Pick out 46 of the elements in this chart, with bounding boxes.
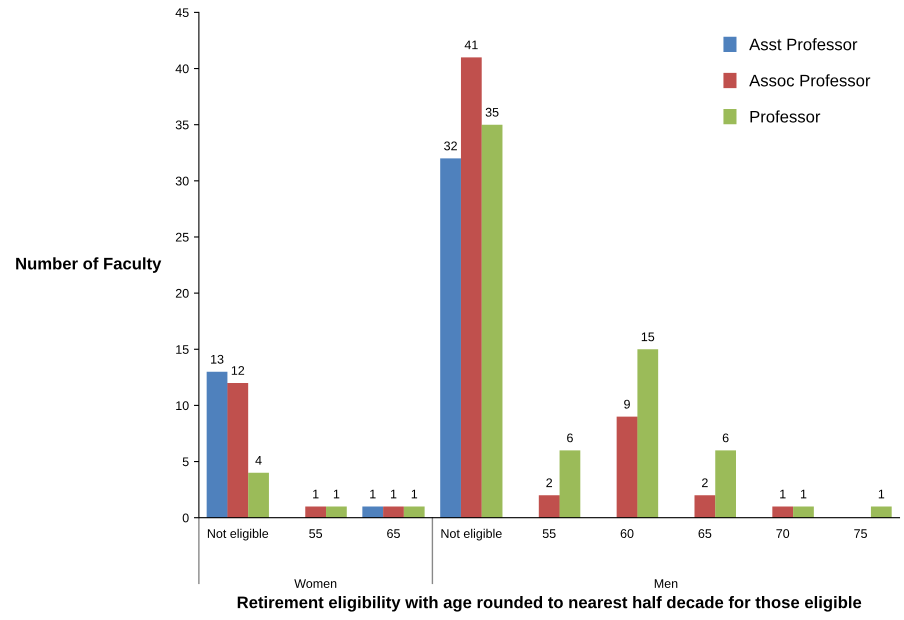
data-label: 12 (232, 366, 244, 375)
data-label: 1 (313, 490, 319, 498)
x-tick-label: 75 (854, 529, 867, 538)
data-label: 1 (334, 490, 340, 498)
x-tick-label: 65 (698, 529, 712, 538)
x-tick-label: Not eligible (208, 528, 268, 540)
y-tick-label: 30 (176, 176, 189, 186)
data-label: 6 (567, 433, 573, 442)
x-axis-title: Retirement eligibility with age rounded to nearest half decade for those eligible (238, 596, 862, 612)
y-tick-label: 25 (176, 232, 189, 242)
y-tick-label: 35 (176, 120, 189, 130)
data-label: 1 (390, 490, 396, 498)
y-axis-title: Number of Faculty (16, 257, 162, 273)
data-label: 1 (370, 490, 376, 498)
text: Women (294, 579, 336, 588)
legend-label: Professor (750, 110, 820, 123)
data-label: 2 (702, 478, 708, 488)
x-tick-label: 60 (620, 529, 634, 538)
x-tick-label: Not eligible (441, 528, 502, 540)
data-label: 6 (722, 433, 729, 442)
data-label: 32 (444, 142, 457, 150)
data-label: 1 (878, 490, 884, 498)
y-tick-label: 20 (176, 288, 189, 298)
data-label: 1 (780, 490, 786, 498)
data-label: 15 (642, 332, 654, 342)
text: Men (654, 579, 678, 588)
x-tick-label: 70 (776, 529, 790, 538)
data-label: 13 (211, 354, 224, 364)
y-tick-label: 10 (176, 401, 189, 410)
data-label: 35 (486, 108, 499, 117)
data-label: 1 (800, 490, 806, 498)
x-tick-label: 65 (387, 529, 400, 538)
data-label: 2 (546, 478, 552, 488)
x-tick-label: 55 (309, 529, 322, 538)
data-label: 41 (464, 40, 478, 50)
data-label: 1 (412, 490, 418, 498)
y-tick-label: 0 (182, 514, 189, 522)
legend-label: Asst Professor (749, 38, 858, 50)
data-label: 9 (624, 400, 630, 409)
y-tick-label: 45 (176, 8, 189, 18)
legend-label: Assoc Professor (749, 74, 870, 86)
y-tick-label: 5 (182, 457, 189, 466)
data-label: 4 (255, 456, 262, 465)
y-tick-label: 40 (176, 64, 189, 74)
x-tick-label: 55 (542, 529, 556, 538)
y-tick-label: 15 (176, 345, 189, 354)
